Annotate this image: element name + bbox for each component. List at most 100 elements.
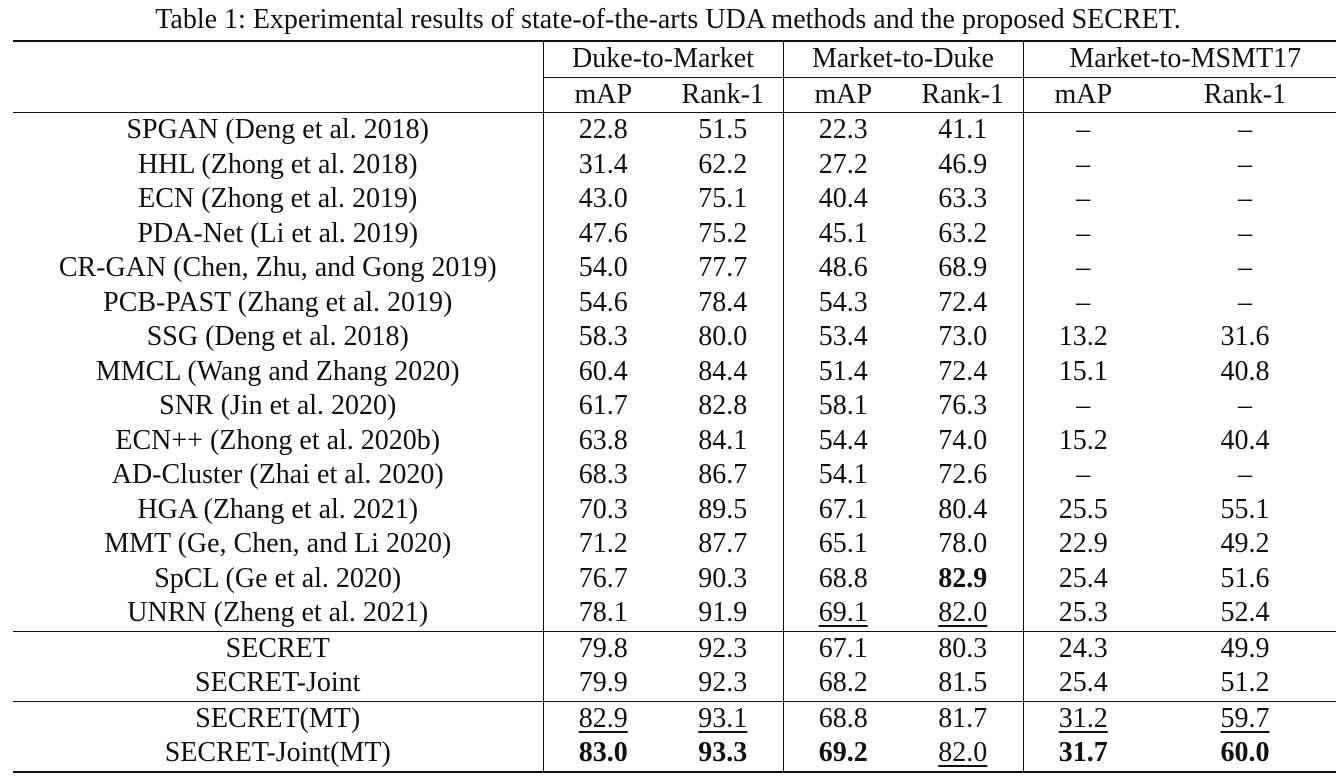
value-text: –: [1238, 114, 1252, 146]
method-name: SECRET: [13, 630, 543, 666]
value-cell: 60.4: [542, 354, 663, 389]
value-cell: 93.1: [663, 700, 783, 736]
value-cell: 41.1: [903, 112, 1023, 148]
value-cell: 82.9: [903, 562, 1023, 597]
value-text: –: [1076, 286, 1091, 318]
value-cell: 40.4: [782, 182, 903, 217]
value-cell: 82.0: [903, 596, 1023, 631]
value-text: 71.2: [578, 528, 628, 560]
value-text: 86.7: [698, 459, 748, 491]
method-name: SPGAN (Deng et al. 2018): [13, 112, 543, 148]
method-name: CR-GAN (Chen, Zhu, and Gong 2019): [58, 252, 497, 284]
value-cell: –: [1022, 251, 1143, 286]
value-cell: 92.3: [663, 666, 783, 701]
value-cell: 52.4: [1143, 596, 1336, 631]
value-text: –: [1238, 459, 1252, 491]
value-cell: –: [1022, 182, 1143, 217]
value-cell: 49.9: [1143, 630, 1336, 666]
value-cell: 86.7: [663, 458, 783, 493]
value-cell: –: [1022, 458, 1143, 493]
value-text: 46.9: [938, 148, 988, 180]
value-cell: 54.3: [782, 285, 903, 320]
value-cell: –: [1143, 389, 1336, 424]
method-name: SECRET-Joint(MT): [13, 736, 543, 773]
value-text: 31.4: [578, 148, 628, 180]
value-text: 25.5: [1058, 493, 1108, 525]
value-cell: 62.2: [663, 148, 783, 183]
value-cell: 27.2: [782, 147, 903, 182]
value-text: 68.2: [818, 667, 868, 699]
value-cell: 79.9: [542, 666, 663, 701]
table-row: HHL (Zhong et al. 2018) 31.4 62.2 27.2 46.9 –…: [13, 147, 1336, 183]
value-cell: 68.8: [782, 561, 903, 596]
value-cell: 40.8: [1143, 355, 1336, 390]
value-cell: –: [1143, 458, 1336, 493]
value-text: 79.8: [578, 632, 628, 664]
value-text: 59.7: [1220, 702, 1270, 734]
method-name: SNR (Jin et al. 2020): [159, 390, 397, 422]
value-text: 43.0: [578, 183, 628, 215]
value-cell: 31.2: [1022, 700, 1143, 736]
value-cell: 69.1: [782, 596, 903, 631]
method-name: AD-Cluster (Zhai et al. 2020): [111, 459, 444, 491]
value-text: 54.3: [818, 286, 868, 318]
value-text: 51.5: [698, 114, 748, 146]
value-cell: 25.4: [1022, 666, 1143, 701]
value-text: 63.3: [938, 183, 988, 215]
group-header-market-to-msmt17: Market-to-MSMT17: [1022, 40, 1336, 78]
value-cell: 58.3: [542, 320, 663, 355]
value-cell: 89.5: [663, 493, 783, 528]
value-text: –: [1076, 390, 1091, 422]
value-text: 49.2: [1220, 528, 1270, 560]
value-text: 41.1: [938, 114, 988, 146]
value-cell: 81.7: [903, 700, 1023, 736]
table-row: SECRET 79.8 92.3 67.1 80.3 24.3 49.9: [13, 630, 1336, 666]
value-text: 70.3: [578, 493, 628, 525]
value-text: 72.4: [938, 286, 988, 318]
value-text: 80.3: [938, 632, 988, 664]
value-text: 52.4: [1220, 597, 1270, 629]
value-text: –: [1076, 459, 1091, 491]
value-cell: 77.7: [663, 251, 783, 286]
value-text: 58.3: [578, 321, 628, 353]
value-text: 55.1: [1220, 493, 1270, 525]
value-text: 31.2: [1058, 702, 1108, 734]
value-cell: 93.3: [663, 736, 783, 773]
table-row: MMCL (Wang and Zhang 2020) 60.4 84.4 51.4 72…: [13, 354, 1336, 390]
sub-header-map: mAP: [1022, 77, 1143, 113]
value-text: 58.1: [818, 390, 868, 422]
value-cell: –: [1022, 112, 1143, 148]
value-cell: 48.6: [782, 251, 903, 286]
value-text: 82.0: [938, 597, 988, 629]
value-text: 69.2: [818, 737, 868, 769]
value-text: 54.0: [578, 252, 628, 284]
value-cell: 73.0: [903, 320, 1023, 355]
method-name: SECRET-Joint: [195, 667, 361, 699]
value-text: –: [1076, 183, 1091, 215]
value-text: –: [1076, 217, 1091, 249]
value-cell: 63.2: [903, 217, 1023, 252]
value-text: 89.5: [698, 493, 748, 525]
table-row: CR-GAN (Chen, Zhu, and Gong 2019) 54.0 77.…: [13, 251, 1336, 286]
method-name: MMCL (Wang and Zhang 2020): [95, 355, 460, 387]
value-cell: 54.6: [542, 285, 663, 320]
value-text: 53.4: [818, 321, 868, 353]
method-name: SSG (Deng et al. 2018): [146, 321, 409, 353]
value-text: 74.0: [938, 424, 988, 456]
value-cell: 68.8: [782, 700, 903, 736]
value-text: 67.1: [818, 632, 868, 664]
sub-header-row: mAP Rank-1 mAP Rank-1 mAP Rank-1: [13, 77, 1336, 113]
value-cell: 79.8: [542, 630, 663, 666]
value-text: 22.3: [818, 114, 868, 146]
method-name: UNRN (Zheng et al. 2021): [127, 597, 429, 629]
table-row: SSG (Deng et al. 2018) 58.3 80.0 53.4 73.0 13…: [13, 320, 1336, 355]
value-text: 77.7: [698, 252, 748, 284]
value-text: 90.3: [698, 562, 748, 594]
value-text: 83.0: [578, 737, 628, 769]
value-cell: 25.5: [1022, 492, 1143, 527]
value-text: 81.5: [938, 667, 988, 699]
value-cell: 31.4: [542, 147, 663, 182]
method-name: PDA-Net (Li et al. 2019): [137, 217, 419, 249]
value-cell: 55.1: [1143, 493, 1336, 528]
value-text: 82.0: [938, 737, 988, 769]
